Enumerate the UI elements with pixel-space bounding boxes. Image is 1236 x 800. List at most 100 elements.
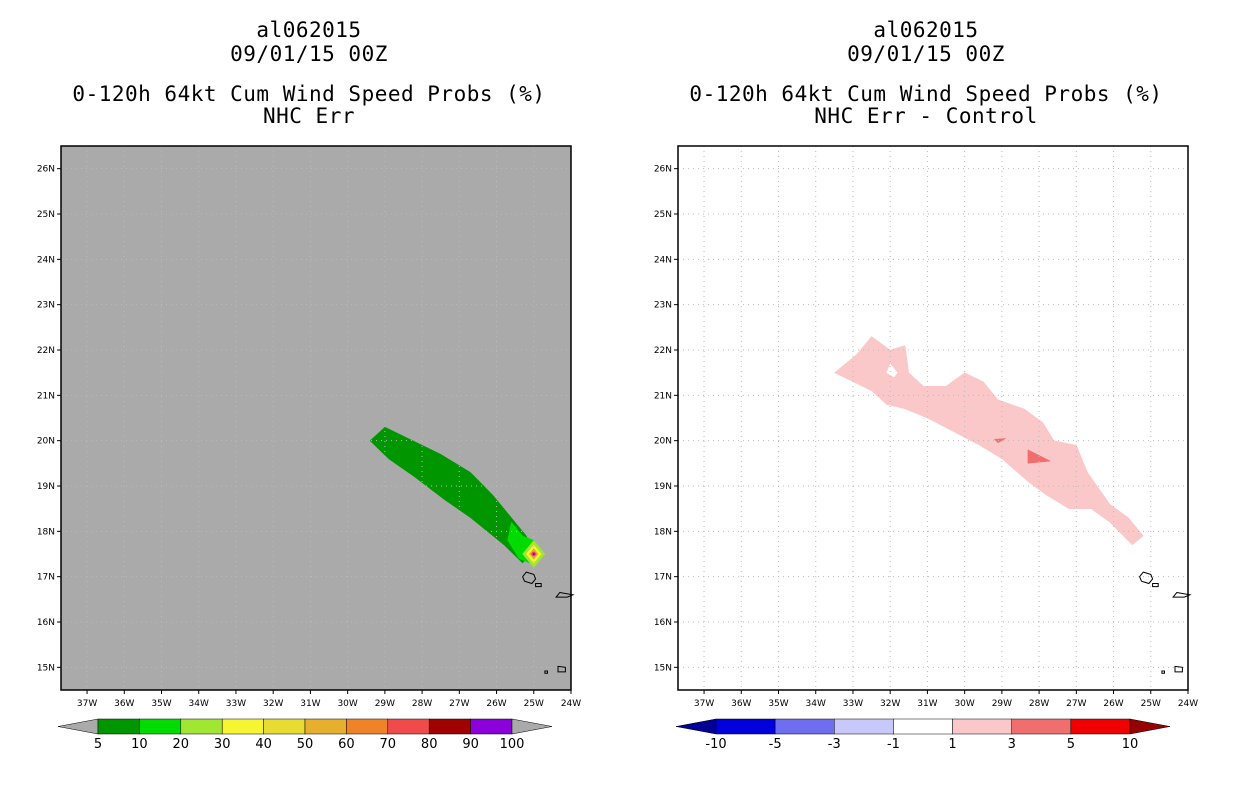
left-colorbar-end-right — [511, 718, 553, 735]
right-title-line-1: al062015 — [873, 18, 979, 42]
left-island-outline — [522, 571, 537, 585]
left-title-line-1: al062015 — [256, 18, 362, 42]
left-grid — [61, 146, 572, 690]
right-y-tick-label: 20N — [654, 437, 672, 447]
left-title-line-4: NHC Err — [262, 104, 355, 128]
left-title: al062015 09/01/15 00Z 0-120h 64kt Cum Wi… — [29, 18, 589, 128]
right-islands — [1139, 571, 1192, 674]
left-y-tick-label: 16N — [37, 618, 55, 628]
right-x-tick-label: 24W — [1178, 699, 1198, 709]
right-x-tick-label: 31W — [917, 699, 937, 709]
right-y-tick-label: 16N — [654, 618, 672, 628]
right-x-tick-label: 27W — [1066, 699, 1086, 709]
right-x-ticks: 37W 36W 35W 34W 33W 32W 31W 30W 29W 28W 27W 26W 25W 2… — [694, 690, 1198, 709]
right-y-tick-label: 22N — [654, 346, 672, 356]
right-colorbar-swatch — [1011, 718, 1072, 735]
right-colorbar-label: -10 — [705, 737, 726, 752]
right-x-tick-label: 36W — [731, 699, 751, 709]
left-x-tick-label: 27W — [449, 699, 469, 709]
right-title-line-2: 09/01/15 00Z — [847, 42, 1005, 66]
right-x-tick-label: 34W — [806, 699, 826, 709]
right-y-tick-label: 23N — [654, 301, 672, 311]
right-x-tick-label: 26W — [1103, 699, 1123, 709]
right-island-outline — [1152, 583, 1159, 588]
right-y-tick-label: 21N — [654, 391, 672, 401]
left-regions — [369, 426, 546, 568]
left-x-tick-label: 29W — [375, 699, 395, 709]
right-colorbar-swatch — [893, 718, 953, 735]
left-map-frame — [60, 145, 572, 691]
left-colorbar: 5 10 20 30 40 50 60 70 80 90 100 — [57, 718, 553, 752]
left-prob-region-90-100 — [532, 552, 536, 556]
left-y-tick-label: 21N — [37, 391, 55, 401]
left-x-tick-label: 25W — [524, 699, 544, 709]
left-colorbar-swatch — [346, 718, 389, 735]
right-colorbar-swatch — [1070, 718, 1131, 735]
left-colorbar-swatch — [139, 718, 182, 735]
left-x-tick-label: 37W — [77, 699, 97, 709]
right-y-ticks: 15N 16N 17N 18N 19N 20N 21N 22N 23N 24N 25N 26N — [654, 165, 678, 673]
left-colorbar-label: 30 — [214, 737, 231, 752]
right-colorbar-label: -3 — [828, 737, 841, 752]
right-title: al062015 09/01/15 00Z 0-120h 64kt Cum Wi… — [646, 18, 1206, 128]
left-colorbar-swatch — [221, 718, 264, 735]
left-x-tick-label: 34W — [189, 699, 209, 709]
right-colorbar-end-left — [675, 718, 717, 735]
right-map-frame — [677, 145, 1189, 691]
left-colorbar-end-left — [57, 718, 99, 735]
left-colorbar-label: 80 — [421, 737, 438, 752]
right-colorbar-label: 5 — [1067, 737, 1075, 752]
left-y-ticks: 15N 16N 17N 18N 19N 20N 21N 22N 23N 24N 25N 26N — [37, 165, 61, 673]
left-x-tick-label: 36W — [114, 699, 134, 709]
right-y-tick-label: 26N — [654, 165, 672, 175]
left-y-tick-label: 25N — [37, 210, 55, 220]
left-y-tick-label: 19N — [37, 482, 55, 492]
left-y-tick-label: 17N — [37, 573, 55, 583]
right-x-tick-label: 37W — [694, 699, 714, 709]
right-y-tick-label: 25N — [654, 210, 672, 220]
right-prob-region-3-5 — [993, 438, 1006, 444]
right-map-panel: 37W 36W 35W 34W 33W 32W 31W 30W 29W 28W 27W 26W 25W 2… — [654, 145, 1198, 709]
left-x-tick-label: 32W — [263, 699, 283, 709]
right-y-tick-label: 24N — [654, 255, 672, 265]
left-island-outline — [557, 665, 566, 673]
left-colorbar-swatch — [304, 718, 347, 735]
left-x-tick-label: 26W — [486, 699, 506, 709]
right-x-tick-label: 35W — [768, 699, 788, 709]
left-title-line-3: 0-120h 64kt Cum Wind Speed Probs (%) — [72, 82, 546, 106]
left-colorbar-swatch — [470, 718, 513, 735]
right-y-tick-label: 17N — [654, 573, 672, 583]
left-colorbar-swatch — [263, 718, 306, 735]
left-y-tick-label: 20N — [37, 437, 55, 447]
right-region-hole — [886, 363, 898, 378]
left-colorbar-label: 70 — [380, 737, 397, 752]
right-colorbar-swatch — [774, 718, 835, 735]
right-island-outline — [1139, 571, 1154, 585]
left-colorbar-label: 10 — [131, 737, 148, 752]
left-y-tick-label: 24N — [37, 255, 55, 265]
right-x-tick-label: 32W — [880, 699, 900, 709]
left-colorbar-label: 90 — [462, 737, 479, 752]
left-colorbar-label: 100 — [500, 737, 525, 752]
right-x-tick-label: 33W — [843, 699, 863, 709]
right-y-tick-label: 18N — [654, 527, 672, 537]
left-y-tick-label: 22N — [37, 346, 55, 356]
right-colorbar-label: 1 — [948, 737, 956, 752]
right-colorbar-swatch — [834, 718, 894, 735]
left-colorbar-label: 5 — [94, 737, 102, 752]
right-x-tick-label: 29W — [992, 699, 1012, 709]
left-map-panel: 37W 36W 35W 34W 33W 32W 31W 30W 29W 28W 27W 26W 25W 2… — [37, 145, 581, 709]
right-colorbar-label: 3 — [1008, 737, 1016, 752]
left-title-line-2: 09/01/15 00Z — [230, 42, 388, 66]
right-x-tick-label: 30W — [954, 699, 974, 709]
right-title-line-3: 0-120h 64kt Cum Wind Speed Probs (%) — [689, 82, 1163, 106]
left-colorbar-swatch — [180, 718, 223, 735]
left-x-tick-label: 30W — [337, 699, 357, 709]
left-island-outline — [544, 670, 548, 674]
right-island-outline — [1161, 670, 1165, 674]
right-y-tick-label: 15N — [654, 663, 672, 673]
right-colorbar-label: -5 — [769, 737, 782, 752]
left-colorbar-swatch — [387, 718, 430, 735]
left-y-tick-label: 26N — [37, 165, 55, 175]
